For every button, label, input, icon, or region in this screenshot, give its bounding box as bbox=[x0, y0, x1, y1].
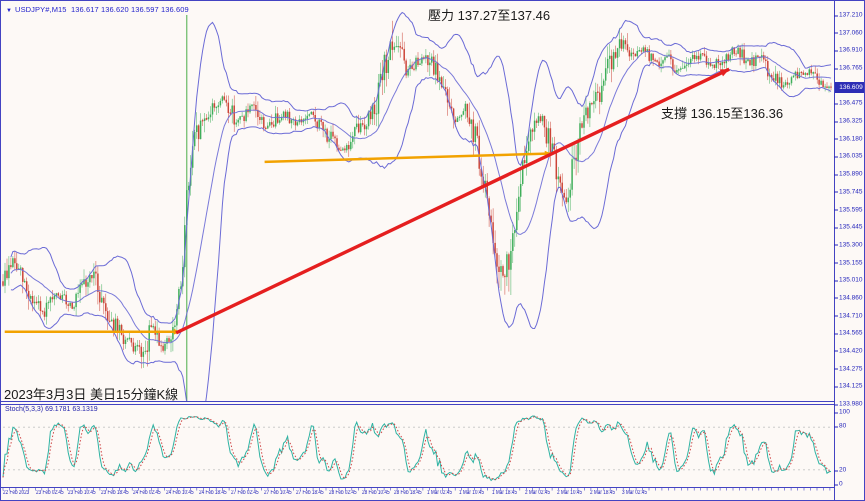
symbol-info-line: ▼ USDJPY#,M15 136.617 136.620 136.597 136… bbox=[6, 5, 189, 14]
resistance-annotation: 壓力 137.27至137.46 bbox=[428, 8, 551, 23]
main-chart[interactable] bbox=[1, 1, 833, 401]
support-annotation: 支撐 136.15至136.36 bbox=[661, 106, 784, 121]
price-axis-label: 133.980 bbox=[834, 400, 863, 408]
time-axis-label: 27 Feb 18:45 bbox=[296, 490, 324, 496]
indicator-axis-label: 100 bbox=[834, 408, 850, 416]
bid-price-badge: 136.609 bbox=[835, 81, 864, 93]
time-axis-label: 23 Feb 02:45 bbox=[35, 490, 64, 496]
price-axis-label: 136.325 bbox=[834, 117, 863, 125]
time-axis-label: 1 Mar 10:45 bbox=[459, 490, 485, 496]
time-axis-label: 28 Feb 02:45 bbox=[329, 490, 357, 496]
time-axis-label: 2 Mar 10:45 bbox=[557, 490, 583, 496]
price-axis-label: 135.300 bbox=[834, 241, 863, 249]
indicator-axis-label: 80 bbox=[833, 422, 847, 430]
time-axis-label: 27 Feb 10:45 bbox=[263, 490, 292, 496]
symbol-name: USDJPY#,M15 bbox=[15, 5, 67, 14]
time-axis-label: 24 Feb 02:45 bbox=[133, 490, 161, 496]
time-axis-label: 1 Mar 02:45 bbox=[426, 490, 452, 496]
price-axis-label: 135.745 bbox=[834, 188, 863, 196]
date-caption: 2023年3月3日 美日15分鐘K線 bbox=[4, 387, 179, 402]
time-axis-label: 27 Feb 02:45 bbox=[231, 490, 259, 496]
price-axis-label: 134.420 bbox=[834, 347, 863, 355]
price-axis-label: 135.445 bbox=[834, 223, 863, 231]
time-axis-label: 22 Feb 2023 bbox=[3, 490, 30, 496]
price-axis[interactable]: 137.210 137.060 136.910 136.765 136.475 136.3… bbox=[833, 1, 864, 500]
indicator-axis-label: 0 bbox=[834, 480, 843, 488]
time-axis-label: 3 Mar 02:45 bbox=[622, 490, 648, 496]
time-axis-label: 23 Feb 10:45 bbox=[68, 490, 96, 496]
price-axis-label: 135.890 bbox=[834, 170, 863, 178]
price-axis-label: 134.860 bbox=[834, 294, 863, 302]
price-axis-label: 135.155 bbox=[834, 259, 863, 267]
time-axis-label: 24 Feb 10:45 bbox=[166, 490, 194, 496]
price-axis-label: 135.010 bbox=[834, 276, 863, 284]
time-axis-label: 24 Feb 18:45 bbox=[198, 490, 227, 496]
price-axis-label: 136.475 bbox=[834, 99, 863, 107]
time-axis[interactable]: 22 Feb 2023 23 Feb 02:45 23 Feb 10:45 23 Fe… bbox=[1, 487, 834, 500]
price-axis-label: 135.595 bbox=[834, 206, 863, 213]
price-axis-label: 137.060 bbox=[834, 29, 863, 37]
price-axis-label: 134.125 bbox=[834, 382, 863, 390]
price-axis-label: 136.910 bbox=[834, 46, 863, 54]
price-axis-label: 137.210 bbox=[834, 11, 863, 19]
price-axis-label: 134.710 bbox=[834, 312, 863, 320]
symbol-ohlc-values: 136.617 136.620 136.597 136.609 bbox=[70, 5, 189, 14]
price-axis-label: 136.035 bbox=[834, 152, 863, 160]
symbol-dropdown-icon[interactable]: ▼ bbox=[6, 8, 13, 14]
time-axis-label: 2 Mar 18:45 bbox=[589, 490, 615, 496]
time-axis-label: 2 Mar 02:45 bbox=[524, 490, 550, 496]
price-axis-label: 136.180 bbox=[834, 135, 863, 143]
price-axis-label: 134.565 bbox=[834, 329, 863, 337]
price-axis-label: 136.765 bbox=[834, 64, 863, 72]
indicator-axis-label: 20 bbox=[833, 466, 847, 474]
time-axis-label: 28 Feb 10:45 bbox=[361, 490, 390, 496]
stochastic-panel[interactable] bbox=[1, 405, 833, 487]
stoch-indicator-label: Stoch(5,3,3) 69.1781 63.1319 bbox=[5, 406, 98, 413]
time-axis-label: 1 Mar 18:45 bbox=[492, 490, 517, 496]
time-axis-label: 28 Feb 18:45 bbox=[394, 490, 422, 496]
time-axis-label: 23 Feb 18:45 bbox=[100, 490, 129, 496]
panel-divider[interactable] bbox=[1, 401, 834, 405]
price-axis-label: 134.275 bbox=[834, 365, 863, 373]
